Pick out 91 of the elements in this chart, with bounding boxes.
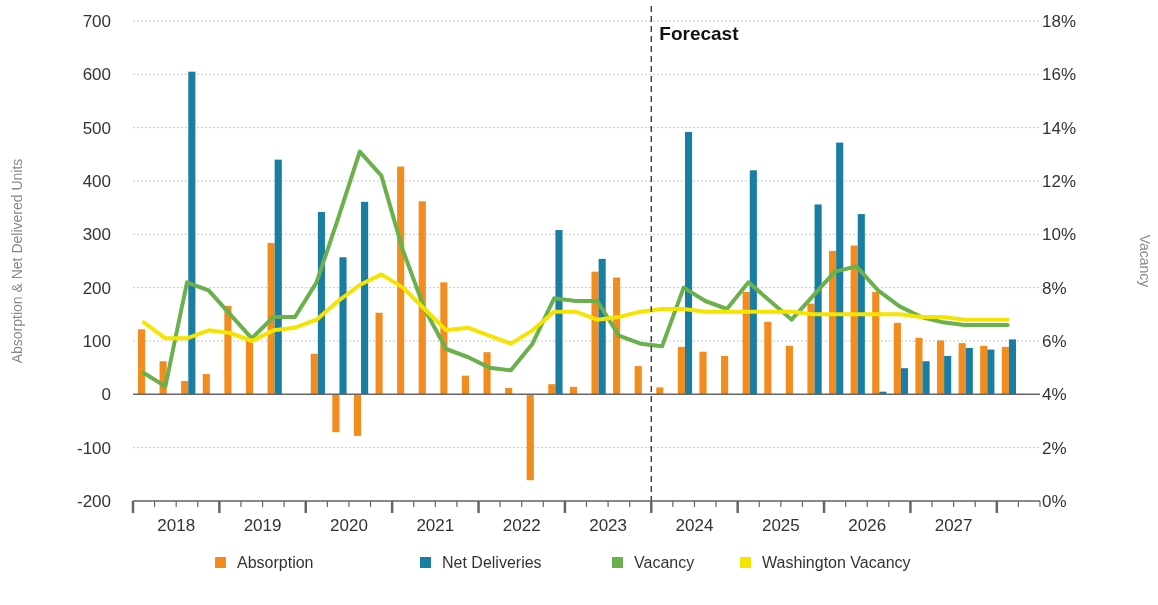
bar [872, 291, 880, 395]
y2-tick-label: 14% [1042, 118, 1077, 138]
x-tick-label: 2026 [848, 516, 887, 535]
x-tick-label: 2024 [675, 516, 714, 535]
bar [1008, 339, 1017, 395]
bar [893, 322, 901, 395]
line-series [141, 149, 1010, 389]
bar [202, 374, 210, 395]
bar [137, 329, 146, 395]
legend-label: Absorption [237, 554, 314, 571]
bar [965, 347, 973, 395]
y-tick-label: 600 [82, 65, 111, 85]
bar [505, 387, 513, 395]
y-tick-label: 300 [82, 225, 111, 245]
y2-tick-label: 8% [1042, 278, 1067, 298]
bar [936, 340, 945, 395]
bar [742, 291, 750, 395]
bar [526, 394, 534, 481]
legend-label: Vacancy [634, 554, 695, 571]
bar [397, 166, 405, 395]
bar [857, 214, 865, 395]
bar [274, 159, 282, 395]
bar [699, 351, 707, 395]
bar [1001, 346, 1009, 395]
legend-label: Washington Vacancy [762, 554, 911, 571]
y-tick-label: 100 [82, 332, 111, 351]
x-tick-label: 2025 [761, 516, 800, 535]
bar [548, 384, 556, 395]
bar [958, 343, 966, 395]
y-axis-title: Absorption & Net Delivered Units [9, 158, 25, 364]
bar [569, 386, 577, 395]
bar [850, 245, 858, 395]
line-series [141, 272, 1010, 346]
bar [807, 303, 815, 395]
x-tick-label: 2018 [157, 516, 196, 535]
y2-tick-label: 2% [1042, 438, 1067, 458]
bar [677, 346, 685, 395]
y-tick-label: 700 [82, 12, 111, 31]
bar [461, 375, 470, 395]
bar [181, 381, 189, 395]
bar [339, 257, 347, 395]
y-tick-label: 500 [82, 118, 111, 138]
bar [749, 170, 757, 395]
y2-tick-label: 4% [1042, 385, 1067, 405]
bar [980, 345, 988, 395]
bar [353, 394, 362, 436]
legend-label: Net Deliveries [442, 554, 542, 571]
y2-tick-label: 12% [1042, 172, 1077, 191]
bar [598, 258, 606, 395]
bar [814, 204, 822, 395]
bar [684, 131, 693, 395]
y-tick-label: 0 [101, 385, 111, 405]
ref-line-label: Forecast [659, 23, 740, 44]
bar [310, 353, 318, 395]
y-tick-label: 400 [82, 172, 111, 191]
y2-axis-title: Vacancy [1137, 234, 1153, 288]
bar [915, 337, 923, 395]
y-tick-label: -200 [76, 492, 111, 511]
bar [987, 349, 995, 395]
y-tick-label: -100 [76, 438, 111, 458]
bar [721, 355, 729, 395]
x-tick-label: 2021 [416, 516, 455, 535]
bar [332, 394, 340, 433]
x-tick-label: 2022 [502, 516, 541, 535]
bar [764, 321, 772, 395]
x-tick-label: 2027 [934, 516, 973, 535]
bar [361, 201, 369, 395]
bar [656, 387, 664, 395]
y2-tick-label: 6% [1042, 332, 1067, 351]
bar [418, 201, 426, 395]
x-tick-label: 2023 [589, 516, 628, 535]
y2-tick-label: 18% [1042, 12, 1077, 31]
y2-tick-label: 0% [1042, 492, 1067, 511]
bar [267, 242, 275, 395]
bar [922, 361, 930, 395]
y2-tick-label: 10% [1042, 225, 1077, 245]
y-tick-label: 200 [82, 278, 111, 298]
x-tick-label: 2020 [330, 516, 368, 535]
bar [375, 312, 383, 395]
bar [591, 271, 599, 395]
bar [555, 230, 563, 395]
bar [245, 341, 254, 395]
bar [829, 250, 837, 395]
bar [785, 345, 793, 395]
bar [836, 142, 844, 395]
bar [900, 368, 909, 395]
bar [188, 71, 196, 395]
bar [944, 355, 952, 395]
bar [634, 366, 642, 395]
y2-tick-label: 16% [1042, 65, 1077, 85]
x-tick-label: 2019 [243, 516, 282, 535]
